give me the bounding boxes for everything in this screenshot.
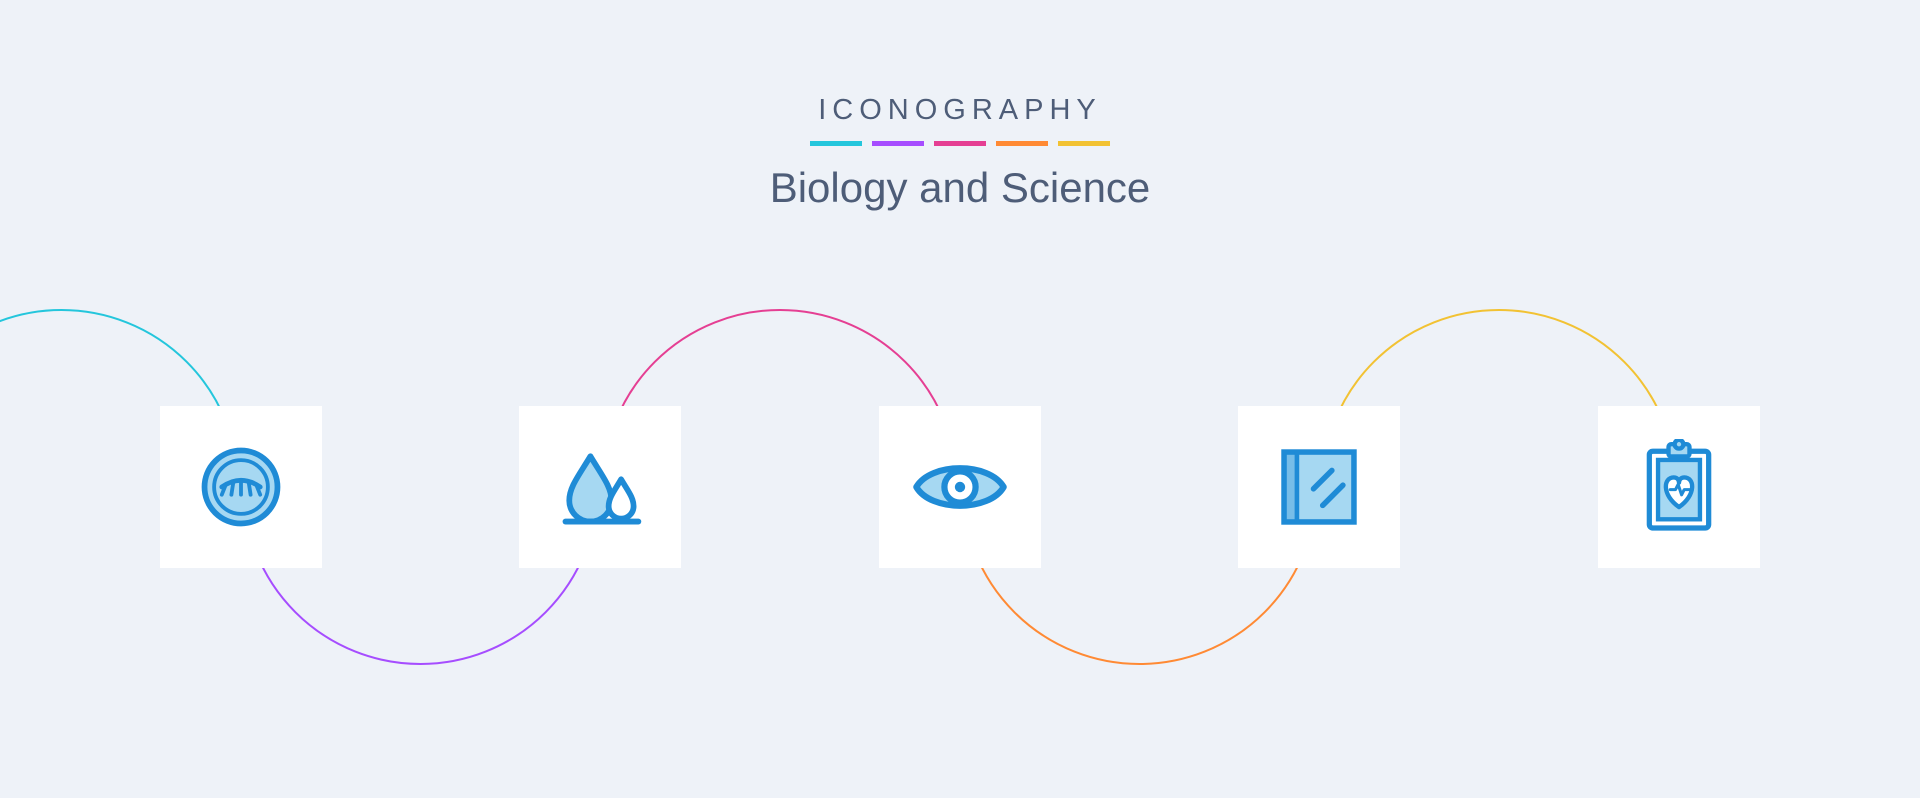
eye-icon bbox=[908, 435, 1012, 539]
heart-report-icon bbox=[1633, 439, 1725, 535]
icon-card bbox=[1238, 406, 1400, 568]
icon-card bbox=[519, 406, 681, 568]
drops-icon bbox=[552, 439, 648, 535]
icon-card bbox=[160, 406, 322, 568]
petri-eyelash-icon bbox=[193, 439, 289, 535]
slide-icon bbox=[1273, 441, 1365, 533]
icon-row bbox=[0, 0, 1920, 798]
icon-card bbox=[1598, 406, 1760, 568]
icon-card bbox=[879, 406, 1041, 568]
